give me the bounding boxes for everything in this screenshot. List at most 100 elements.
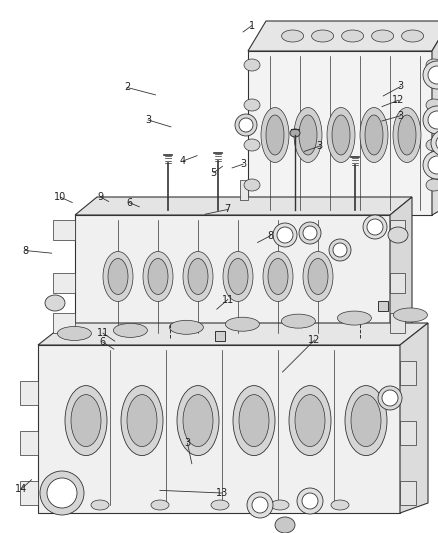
Polygon shape — [53, 220, 75, 240]
Ellipse shape — [428, 111, 438, 129]
Polygon shape — [248, 51, 432, 215]
Polygon shape — [400, 481, 416, 505]
Polygon shape — [390, 273, 405, 293]
Ellipse shape — [295, 394, 325, 447]
Ellipse shape — [266, 115, 284, 155]
Ellipse shape — [211, 500, 229, 510]
Text: 6: 6 — [100, 337, 106, 347]
Text: 3: 3 — [398, 82, 404, 91]
Ellipse shape — [426, 99, 438, 111]
Ellipse shape — [360, 108, 388, 163]
Ellipse shape — [263, 252, 293, 302]
Ellipse shape — [244, 139, 260, 151]
Ellipse shape — [302, 493, 318, 509]
Polygon shape — [432, 21, 438, 215]
Ellipse shape — [239, 394, 269, 447]
Ellipse shape — [151, 500, 169, 510]
Ellipse shape — [363, 215, 387, 239]
Text: 9: 9 — [98, 192, 104, 202]
Ellipse shape — [47, 478, 77, 508]
Ellipse shape — [235, 114, 257, 136]
Text: 10: 10 — [54, 192, 67, 202]
Ellipse shape — [57, 326, 92, 341]
Ellipse shape — [228, 259, 248, 295]
Ellipse shape — [311, 30, 334, 42]
Ellipse shape — [428, 156, 438, 174]
Polygon shape — [390, 313, 405, 333]
Ellipse shape — [333, 243, 347, 257]
Ellipse shape — [337, 311, 371, 325]
Ellipse shape — [332, 115, 350, 155]
Ellipse shape — [423, 106, 438, 134]
Ellipse shape — [113, 324, 148, 337]
Text: 14: 14 — [15, 484, 27, 494]
Ellipse shape — [271, 500, 289, 510]
Ellipse shape — [294, 108, 322, 163]
Polygon shape — [20, 431, 38, 455]
Polygon shape — [240, 180, 248, 200]
Ellipse shape — [382, 390, 398, 406]
Polygon shape — [75, 215, 390, 338]
Ellipse shape — [426, 179, 438, 191]
Text: 3: 3 — [240, 159, 246, 169]
Text: 11: 11 — [97, 328, 109, 338]
Ellipse shape — [342, 30, 364, 42]
Ellipse shape — [297, 488, 323, 514]
Ellipse shape — [103, 252, 133, 302]
Ellipse shape — [244, 59, 260, 71]
Text: 3: 3 — [145, 115, 151, 125]
Ellipse shape — [431, 130, 438, 156]
Ellipse shape — [108, 259, 128, 295]
Ellipse shape — [327, 108, 355, 163]
Ellipse shape — [426, 59, 438, 71]
Ellipse shape — [436, 135, 438, 151]
Ellipse shape — [371, 30, 394, 42]
Ellipse shape — [247, 492, 273, 518]
Text: 6: 6 — [126, 198, 132, 207]
Ellipse shape — [388, 227, 408, 243]
Ellipse shape — [65, 385, 107, 456]
Polygon shape — [400, 421, 416, 445]
Text: 2: 2 — [124, 83, 130, 92]
Text: 8: 8 — [22, 246, 28, 255]
Ellipse shape — [351, 394, 381, 447]
Polygon shape — [38, 323, 428, 345]
Text: 5: 5 — [211, 168, 217, 177]
Ellipse shape — [273, 223, 297, 247]
Ellipse shape — [148, 259, 168, 295]
Ellipse shape — [426, 139, 438, 151]
Ellipse shape — [277, 227, 293, 243]
Ellipse shape — [40, 471, 84, 515]
Text: 3: 3 — [398, 111, 404, 120]
Polygon shape — [400, 361, 416, 385]
Ellipse shape — [345, 385, 387, 456]
Text: 13: 13 — [216, 488, 229, 498]
Polygon shape — [53, 273, 75, 293]
Polygon shape — [215, 331, 225, 341]
Polygon shape — [390, 220, 405, 240]
Polygon shape — [38, 345, 400, 513]
Ellipse shape — [177, 385, 219, 456]
Polygon shape — [390, 197, 412, 338]
Ellipse shape — [261, 108, 289, 163]
Ellipse shape — [91, 500, 109, 510]
Ellipse shape — [367, 219, 383, 235]
Ellipse shape — [183, 394, 213, 447]
Ellipse shape — [45, 295, 65, 311]
Ellipse shape — [233, 385, 275, 456]
Ellipse shape — [393, 308, 427, 322]
Ellipse shape — [244, 179, 260, 191]
Ellipse shape — [143, 252, 173, 302]
Ellipse shape — [393, 108, 421, 163]
Text: 3: 3 — [184, 439, 191, 448]
Ellipse shape — [423, 151, 438, 179]
Text: 7: 7 — [225, 205, 231, 214]
Ellipse shape — [275, 517, 295, 533]
Ellipse shape — [308, 259, 328, 295]
Text: 3: 3 — [317, 141, 323, 151]
Polygon shape — [378, 301, 388, 311]
Polygon shape — [20, 381, 38, 405]
Ellipse shape — [290, 129, 300, 137]
Ellipse shape — [282, 30, 304, 42]
Polygon shape — [400, 323, 428, 513]
